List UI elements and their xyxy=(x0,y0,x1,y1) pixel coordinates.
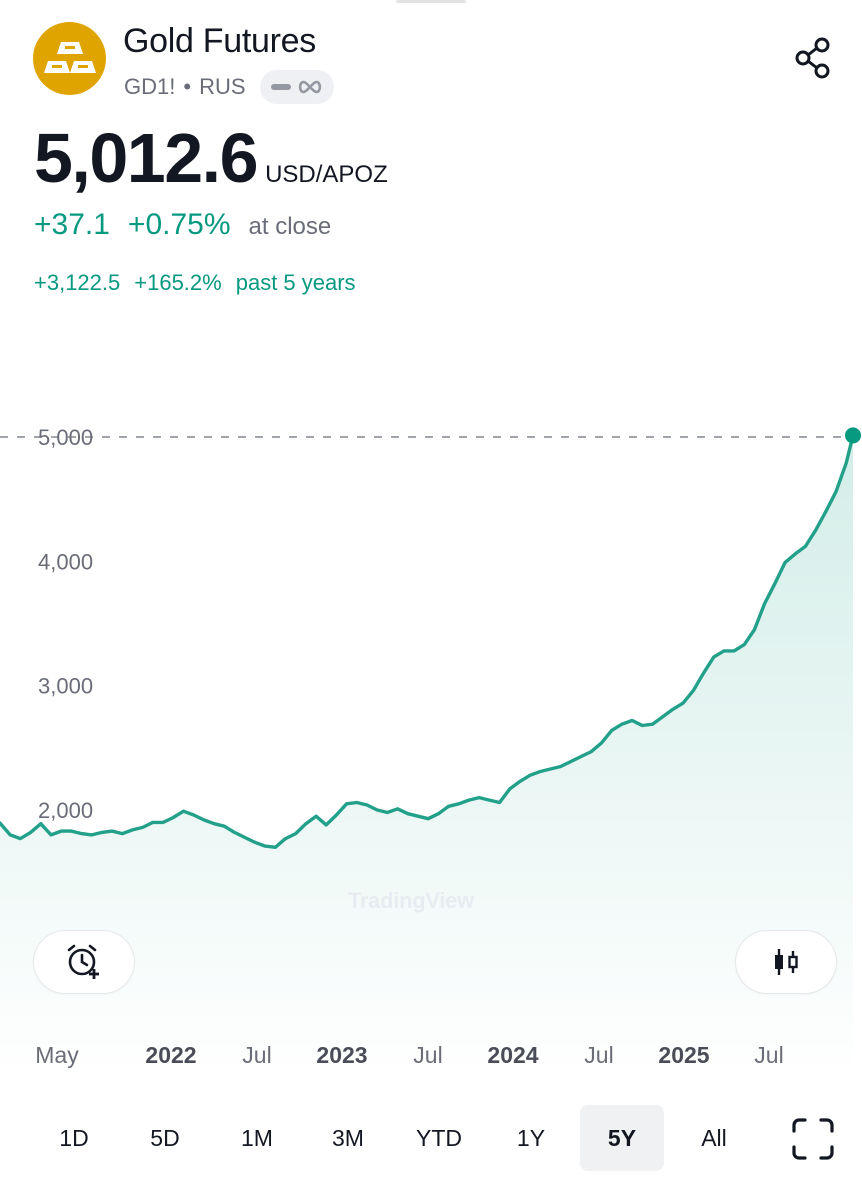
y-tick-label: 3,000 xyxy=(38,674,93,699)
last-price: 5,012.6 xyxy=(34,119,259,197)
range-1y[interactable]: 1Y xyxy=(516,1124,546,1151)
tradingview-watermark: TradingView xyxy=(348,888,474,913)
range-5y[interactable]: 5Y xyxy=(580,1105,664,1171)
candlestick-icon xyxy=(775,949,798,975)
x-tick-label: Jul xyxy=(584,1042,613,1068)
market-status: at close xyxy=(248,213,332,240)
period-label: past 5 years xyxy=(235,270,356,295)
price-unit: USD/APOZ xyxy=(265,161,388,188)
change-absolute: +37.1 xyxy=(34,208,110,241)
range-5d[interactable]: 5D xyxy=(150,1124,180,1151)
symbol-code: GD1! xyxy=(124,74,176,99)
range-3m[interactable]: 3M xyxy=(332,1124,364,1151)
x-tick-label: Jul xyxy=(242,1042,271,1068)
range-selector: 1D 5D 1M 3M YTD 1Y 5Y All xyxy=(0,1105,862,1171)
fullscreen-button[interactable] xyxy=(791,1117,835,1161)
x-tick-label: 2024 xyxy=(487,1042,538,1068)
chart-type-button[interactable] xyxy=(736,931,836,993)
change-row: +37.1 +0.75% at close xyxy=(34,208,331,242)
dash-icon xyxy=(270,84,291,90)
price-line xyxy=(0,433,855,849)
price-row: 5,012.6 USD/APOZ xyxy=(34,118,388,198)
gold-bars-icon xyxy=(33,22,106,95)
contract-pill[interactable] xyxy=(259,70,334,104)
share-button[interactable] xyxy=(793,36,833,80)
period-performance: +3,122.5 +165.2% past 5 years xyxy=(34,270,370,296)
infinity-icon xyxy=(298,80,321,94)
range-1d[interactable]: 1D xyxy=(59,1124,89,1151)
fullscreen-icon xyxy=(792,1118,834,1160)
add-alert-clock-icon xyxy=(67,944,99,979)
range-ytd[interactable]: YTD xyxy=(416,1124,462,1151)
range-1m[interactable]: 1M xyxy=(241,1124,273,1151)
x-tick-label: Jul xyxy=(413,1042,442,1068)
last-price-marker xyxy=(845,427,861,444)
separator-dot: • xyxy=(183,74,192,99)
period-change-absolute: +3,122.5 xyxy=(34,270,121,295)
page-title: Gold Futures xyxy=(123,22,316,60)
x-tick-label: 2023 xyxy=(316,1042,367,1068)
y-tick-label: 5,000 xyxy=(38,425,93,450)
range-all[interactable]: All xyxy=(701,1124,727,1151)
x-tick-label: 2022 xyxy=(145,1042,196,1068)
price-area-fill xyxy=(0,435,853,1080)
exchange-code: RUS xyxy=(199,74,246,99)
x-tick-label: 2025 xyxy=(658,1042,709,1068)
x-tick-label: Jul xyxy=(754,1042,783,1068)
top-handle xyxy=(396,0,466,3)
share-icon xyxy=(795,37,830,79)
symbol-line: GD1! • RUS xyxy=(124,70,334,104)
price-chart[interactable]: 5,000 4,000 3,000 2,000 May 2022 Jul 2023 Jul 202… xyxy=(0,300,862,1080)
period-change-percent: +165.2% xyxy=(134,270,222,295)
add-alert-button[interactable] xyxy=(34,931,134,993)
change-percent: +0.75% xyxy=(127,208,231,241)
y-tick-label: 4,000 xyxy=(38,549,93,574)
x-tick-label: May xyxy=(35,1042,79,1068)
y-tick-label: 2,000 xyxy=(38,798,93,823)
